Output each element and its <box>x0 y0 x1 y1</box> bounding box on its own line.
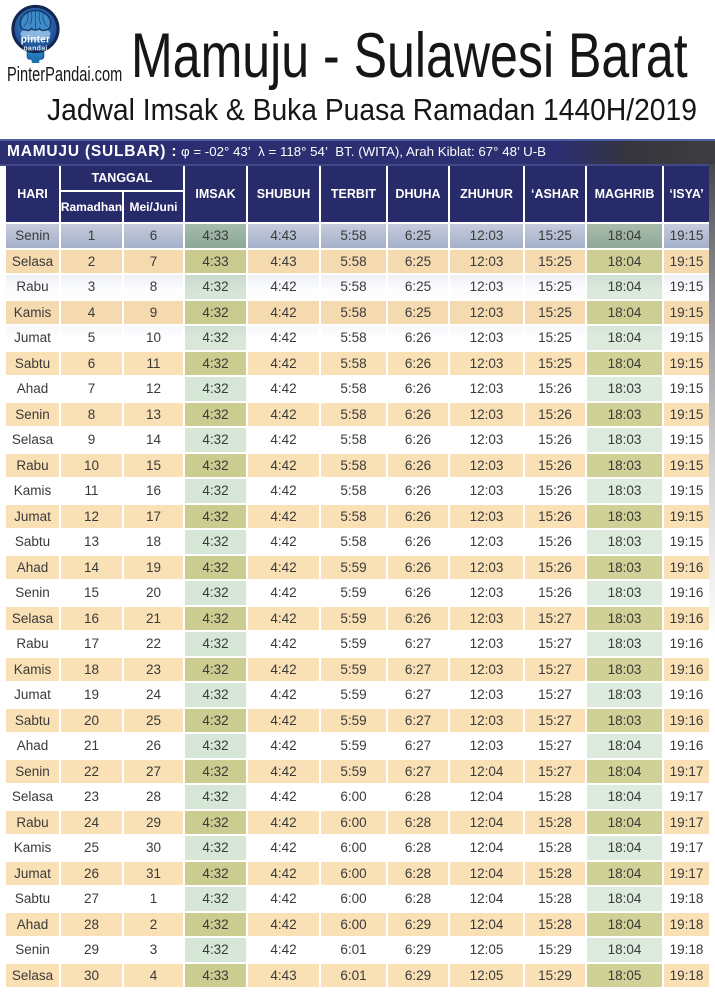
svg-text:pinter: pinter <box>21 35 51 46</box>
svg-text:pandai: pandai <box>23 46 47 53</box>
